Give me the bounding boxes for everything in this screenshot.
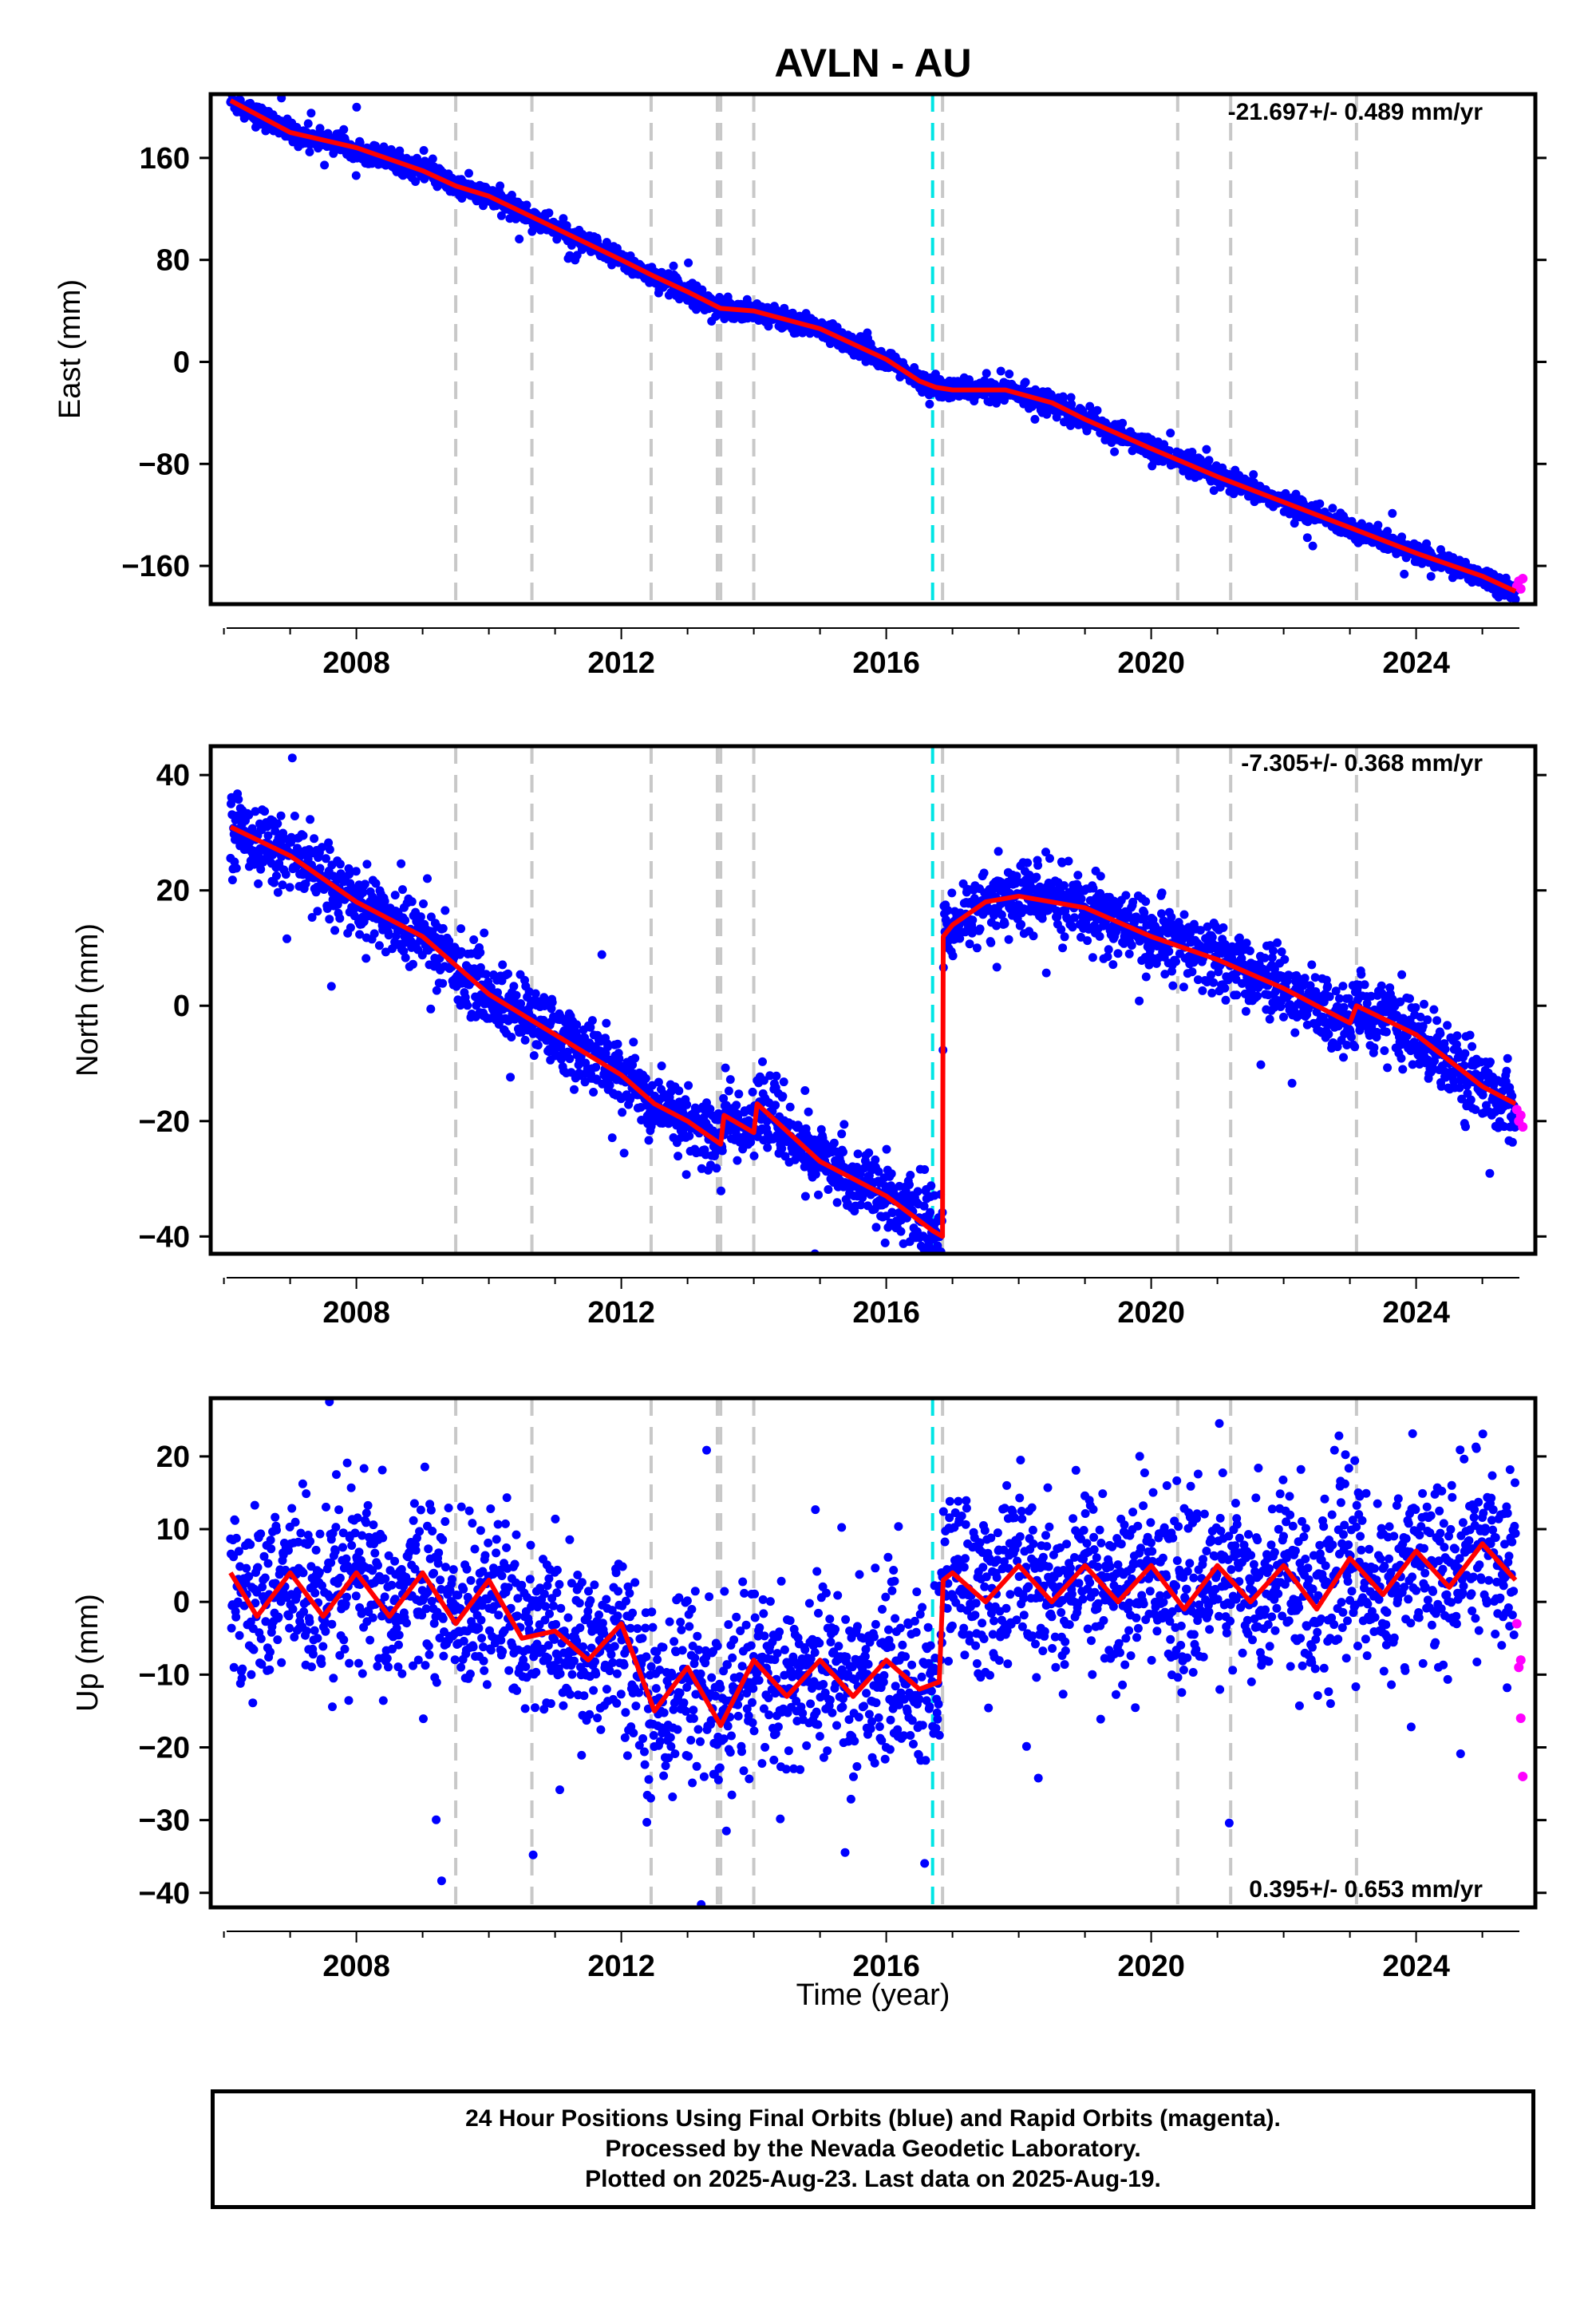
plot-area — [226, 1398, 1528, 1907]
x-axis-label: Time (year) — [796, 1978, 950, 2012]
rapid-orbit-point — [1514, 1662, 1524, 1673]
rapid-orbit-point — [1515, 583, 1526, 594]
x-tick-label: 2008 — [322, 1296, 390, 1330]
y-tick-label: 160 — [140, 142, 190, 176]
final-orbit-points — [226, 1398, 1520, 1907]
y-axis-label: Up (mm) — [71, 1594, 105, 1712]
footer-line-dates: Plotted on 2025-Aug-23. Last data on 202… — [585, 2166, 1161, 2192]
y-tick-label: −40 — [139, 1877, 190, 1911]
y-tick-label: −10 — [139, 1658, 190, 1692]
x-tick-label: 2024 — [1382, 646, 1450, 680]
y-tick-label: 80 — [156, 244, 190, 278]
x-tick-label: 2016 — [852, 1296, 920, 1330]
y-tick-label: 10 — [156, 1513, 190, 1547]
footer-line-processor: Processed by the Nevada Geodetic Laborat… — [605, 2136, 1141, 2162]
velocity-rate-label: -7.305+/- 0.368 mm/yr — [1241, 750, 1483, 777]
rapid-orbit-point — [1511, 1618, 1522, 1629]
rapid-orbit-point — [1518, 1122, 1528, 1132]
x-tick-label: 2020 — [1117, 1950, 1185, 1983]
x-tick-label: 2012 — [587, 1296, 655, 1330]
final-orbit-points — [226, 94, 1520, 604]
x-tick-label: 2020 — [1117, 1296, 1185, 1330]
panel-east: 2008 2012 2016 2020 2024 −160 −80 0 80 160 East (m… — [53, 92, 1547, 680]
x-tick-label: 2024 — [1382, 1950, 1450, 1983]
plot-frame — [208, 744, 1538, 1256]
footer-line-orbits: 24 Hour Positions Using Final Orbits (bl… — [465, 2105, 1281, 2132]
y-axis-label: North (mm) — [71, 923, 105, 1077]
x-tick-label: 2008 — [322, 1950, 390, 1983]
y-tick-label: −80 — [139, 448, 190, 481]
x-tick-label: 2016 — [852, 1950, 920, 1983]
y-tick-label: 20 — [156, 1441, 190, 1474]
y-tick-label: 40 — [156, 759, 190, 792]
y-tick-label: −40 — [139, 1220, 190, 1254]
x-tick-label: 2012 — [587, 1950, 655, 1983]
rapid-orbit-point — [1515, 1110, 1526, 1120]
model-fit-line — [229, 824, 1517, 1239]
model-fit-line — [229, 98, 1517, 594]
rapid-orbit-point — [1515, 1713, 1526, 1724]
y-tick-label: 0 — [173, 346, 190, 379]
x-tick-label: 2012 — [587, 646, 655, 680]
velocity-rate-label: -21.697+/- 0.489 mm/yr — [1228, 99, 1483, 125]
plot-frame — [208, 92, 1538, 607]
panel-up: 2008 2012 2016 2020 2024 −40 −30 −20 −10 0 10 20 Up … — [71, 1396, 1547, 1983]
x-tick-label: 2020 — [1117, 646, 1185, 680]
x-tick-label: 2024 — [1382, 1296, 1450, 1330]
y-tick-label: −20 — [139, 1731, 190, 1765]
x-tick-label: 2016 — [852, 646, 920, 680]
y-tick-label: −20 — [139, 1105, 190, 1139]
plot-area — [226, 746, 1528, 1254]
processing-info-box: 24 Hour Positions Using Final Orbits (bl… — [211, 2089, 1535, 2209]
y-tick-label: 20 — [156, 875, 190, 908]
rapid-orbit-point — [1518, 574, 1528, 584]
y-tick-label: −30 — [139, 1804, 190, 1838]
model-fit-line — [228, 1541, 1518, 1729]
y-tick-label: −160 — [121, 550, 190, 583]
y-tick-label: 0 — [173, 990, 190, 1023]
y-tick-label: 0 — [173, 1586, 190, 1619]
rapid-orbit-point — [1515, 1655, 1526, 1666]
final-orbit-points — [226, 753, 1520, 1254]
x-tick-label: 2008 — [322, 646, 390, 680]
plot-area — [226, 94, 1528, 604]
panel-north: 2008 2012 2016 2020 2024 −40 −20 0 20 40 North (mm… — [71, 744, 1547, 1330]
figure-title: AVLN - AU — [774, 41, 971, 85]
rapid-orbit-point — [1518, 1771, 1528, 1781]
plot-frame — [208, 1396, 1538, 1910]
y-axis-label: East (mm) — [53, 279, 87, 419]
velocity-rate-label: 0.395+/- 0.653 mm/yr — [1249, 1876, 1483, 1903]
